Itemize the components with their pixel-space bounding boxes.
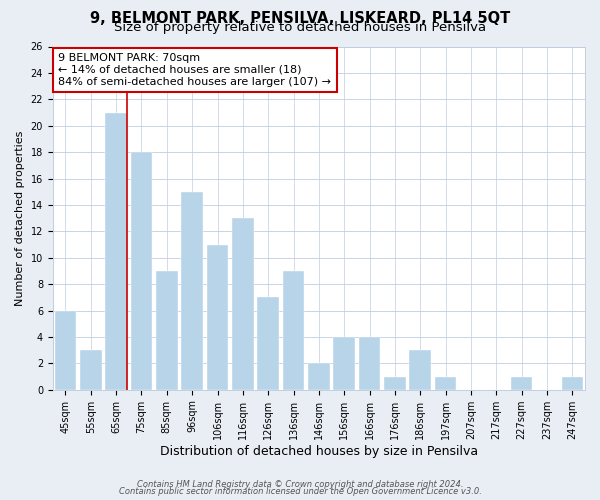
Bar — [359, 337, 380, 390]
Bar — [384, 376, 406, 390]
Bar — [308, 364, 329, 390]
Bar — [409, 350, 431, 390]
Bar — [283, 271, 304, 390]
Bar — [131, 152, 152, 390]
Bar — [156, 271, 178, 390]
Bar — [232, 218, 254, 390]
Bar — [55, 310, 76, 390]
Text: Size of property relative to detached houses in Pensilva: Size of property relative to detached ho… — [114, 21, 486, 34]
Bar — [80, 350, 101, 390]
Bar — [257, 298, 279, 390]
Bar — [181, 192, 203, 390]
Text: 9 BELMONT PARK: 70sqm
← 14% of detached houses are smaller (18)
84% of semi-deta: 9 BELMONT PARK: 70sqm ← 14% of detached … — [58, 54, 331, 86]
X-axis label: Distribution of detached houses by size in Pensilva: Distribution of detached houses by size … — [160, 444, 478, 458]
Bar — [511, 376, 532, 390]
Text: Contains HM Land Registry data © Crown copyright and database right 2024.: Contains HM Land Registry data © Crown c… — [137, 480, 463, 489]
Y-axis label: Number of detached properties: Number of detached properties — [15, 130, 25, 306]
Bar — [106, 112, 127, 390]
Text: 9, BELMONT PARK, PENSILVA, LISKEARD, PL14 5QT: 9, BELMONT PARK, PENSILVA, LISKEARD, PL1… — [90, 11, 510, 26]
Bar — [334, 337, 355, 390]
Bar — [562, 376, 583, 390]
Text: Contains public sector information licensed under the Open Government Licence v3: Contains public sector information licen… — [119, 487, 481, 496]
Bar — [207, 244, 228, 390]
Bar — [435, 376, 457, 390]
